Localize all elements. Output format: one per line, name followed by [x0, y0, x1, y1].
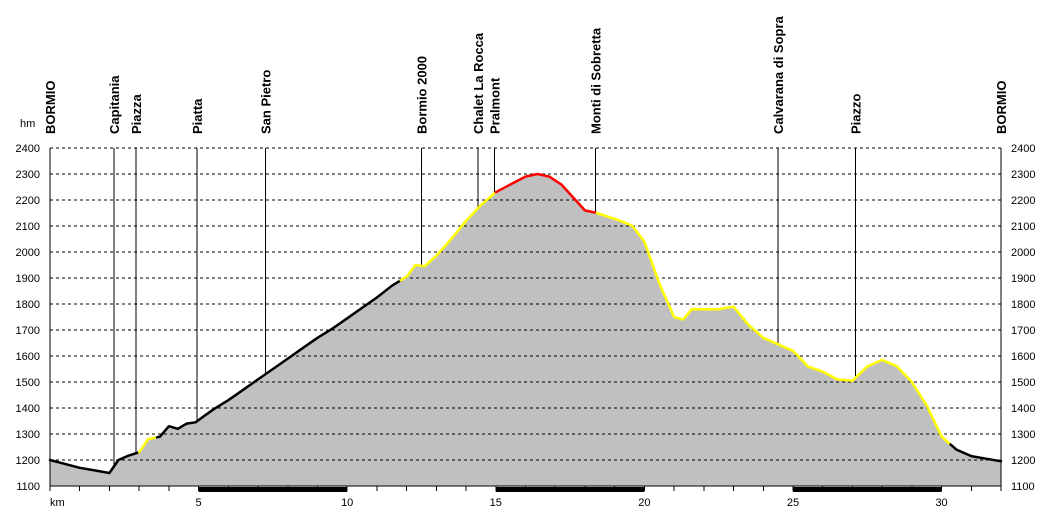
y-tick-label: 1900 [16, 273, 40, 285]
waypoint-label: BORMIO [43, 81, 58, 134]
y-tick-label: 2100 [16, 221, 40, 233]
x-tick-label: 15 [490, 497, 502, 509]
profile-segment-road [155, 279, 402, 439]
waypoint-label: Chalet La Rocca [471, 32, 486, 134]
y-tick-label: 2000 [16, 247, 40, 259]
y-tick-label: 1600 [1011, 351, 1035, 363]
y-tick-label: 1400 [16, 403, 40, 415]
y-tick-label: 2300 [1011, 169, 1035, 181]
waypoint-label: Calvarana di Sopra [771, 15, 786, 134]
waypoint-label: Pralmont [487, 77, 502, 134]
waypoint-lines [113, 148, 856, 467]
x-tick-label: 30 [935, 497, 947, 509]
x-tick-label: 20 [638, 497, 650, 509]
x-tick-label: 10 [341, 497, 353, 509]
y-tick-label: 1900 [1011, 273, 1035, 285]
y-tick-label: 2400 [16, 143, 40, 155]
waypoint-label: Piatta [190, 98, 205, 134]
y-tick-label: 1100 [1011, 481, 1035, 493]
y-axis-label: hm [20, 118, 35, 130]
waypoint-label: Monti di Sobretta [588, 27, 603, 134]
y-tick-label: 1600 [16, 351, 40, 363]
profile-segment-easy [595, 211, 952, 446]
x-scale-bar-0 [198, 487, 348, 492]
waypoint-label: Piazza [129, 93, 144, 134]
profile-segment-easy [137, 436, 159, 454]
y-tick-label: 1800 [1011, 299, 1035, 311]
y-tick-label: 1200 [16, 455, 40, 467]
y-axis-left: 1100 1200 1300 1400 1500 1600 1700 1800 1900 2000… [16, 143, 40, 493]
gridlines [50, 147, 1001, 461]
x-scale-bar-2 [792, 487, 942, 492]
y-tick-label: 1300 [1011, 429, 1035, 441]
y-tick-label: 2200 [16, 195, 40, 207]
profile-segment-easy [399, 190, 498, 282]
y-tick-label: 2400 [1011, 143, 1035, 155]
y-tick-label: 2100 [1011, 221, 1035, 233]
waypoint-label: San Pietro [258, 70, 273, 134]
x-tick-label: 25 [787, 497, 799, 509]
profile-line-layer [48, 172, 1003, 475]
waypoint-labels: BORMIO Capitania Piazza Piatta San Pietro Bor… [43, 15, 1009, 134]
y-tick-label: 1100 [16, 481, 40, 493]
x-scale-bar-1 [495, 487, 645, 492]
waypoint-label: Bormio 2000 [414, 56, 429, 134]
waypoint-label: Piazzo [848, 93, 863, 134]
y-tick-label: 1500 [1011, 377, 1035, 389]
x-axis-label: km [50, 497, 65, 509]
y-axis-right: 1100 1200 1300 1400 1500 1600 1700 1800 1900 2000… [1011, 143, 1035, 493]
y-tick-label: 1700 [16, 325, 40, 337]
y-tick-label: 1400 [1011, 403, 1035, 415]
profile-segment-road [48, 450, 141, 475]
waypoint-label: Capitania [107, 75, 122, 134]
y-tick-label: 1800 [16, 299, 40, 311]
x-axis: 5 10 15 20 25 30 [49, 486, 1002, 509]
y-tick-label: 1200 [1011, 455, 1035, 467]
y-tick-label: 2300 [16, 169, 40, 181]
waypoint-label: BORMIO [994, 81, 1009, 134]
y-tick-label: 1500 [16, 377, 40, 389]
profile-segment-difficult [494, 172, 599, 215]
x-tick-label: 5 [196, 497, 202, 509]
y-tick-label: 2000 [1011, 247, 1035, 259]
y-tick-label: 2200 [1011, 195, 1035, 207]
y-tick-label: 1300 [16, 429, 40, 441]
profile-segment-road [949, 443, 1003, 463]
y-tick-label: 1700 [1011, 325, 1035, 337]
